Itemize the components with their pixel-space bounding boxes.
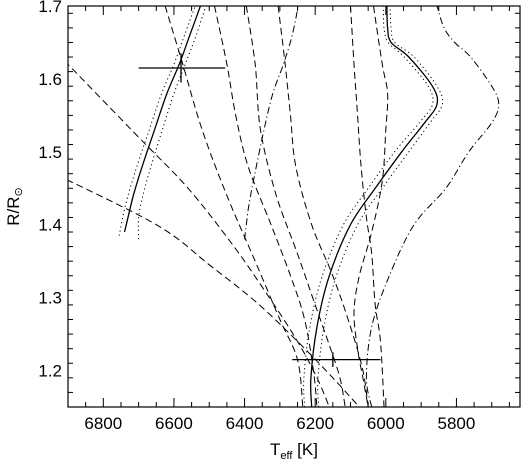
error-bar-layer bbox=[138, 53, 381, 367]
series-line-track-2-solid bbox=[310, 6, 439, 407]
x-tick-label: 6400 bbox=[226, 414, 264, 433]
series-line-iso-dashed bbox=[353, 6, 389, 407]
x-axis-title-sub: eff bbox=[280, 450, 293, 462]
x-axis-ticks: 6800 6600 6400 6200 6000 5800 bbox=[67, 6, 510, 433]
x-tick-label: 6200 bbox=[296, 414, 334, 433]
y-tick-label: 1.5 bbox=[38, 143, 62, 162]
series-line-track-2-dotted bbox=[317, 6, 444, 407]
series-line-iso-dashed bbox=[350, 6, 385, 407]
y-axis-title-symbol: ⊙ bbox=[13, 187, 25, 196]
y-tick-label: 1.3 bbox=[38, 289, 62, 308]
series-line-iso-dashed bbox=[277, 6, 369, 407]
series-line-track-1-solid bbox=[123, 6, 202, 233]
series-line-track-2-dash-dot bbox=[365, 6, 500, 407]
x-axis-title-unit: [K] bbox=[292, 440, 318, 459]
series-line-iso-dashed bbox=[68, 179, 360, 407]
series-layer bbox=[68, 6, 500, 407]
y-tick-label: 1.6 bbox=[38, 70, 62, 89]
x-axis-title: Teff [K] bbox=[270, 440, 318, 462]
y-axis-title: R/R⊙ bbox=[4, 187, 25, 226]
series-line-iso-dashed bbox=[214, 6, 318, 407]
x-axis-title-main: T bbox=[270, 440, 280, 459]
x-tick-label: 6000 bbox=[367, 414, 405, 433]
x-tick-label: 6800 bbox=[84, 414, 122, 433]
x-tick-label: 5800 bbox=[438, 414, 476, 433]
series-line-iso-dashed bbox=[245, 6, 346, 407]
series-line-track-1-dotted bbox=[137, 6, 207, 240]
series-line-track-1-dash-dot bbox=[244, 6, 299, 240]
series-line-track-1-dotted bbox=[118, 6, 196, 236]
series-line-iso-dashed bbox=[164, 6, 304, 407]
y-tick-label: 1.4 bbox=[38, 216, 62, 235]
y-axis-ticks: 1.2 1.3 1.4 1.5 1.6 1.7 bbox=[38, 0, 520, 408]
plot-frame bbox=[67, 5, 521, 408]
x-tick-label: 6600 bbox=[155, 414, 193, 433]
y-axis-title-main: R/R bbox=[4, 196, 23, 225]
y-tick-label: 1.2 bbox=[38, 362, 62, 381]
y-tick-label: 1.7 bbox=[38, 0, 62, 16]
series-line-track-2-dotted bbox=[303, 6, 434, 407]
